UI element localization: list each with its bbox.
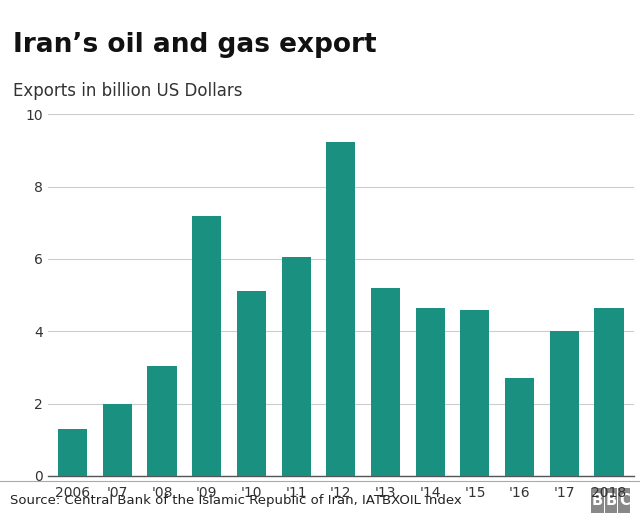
Bar xyxy=(282,257,310,476)
Text: B: B xyxy=(605,493,616,508)
Bar xyxy=(550,331,579,476)
FancyBboxPatch shape xyxy=(605,488,617,513)
Bar xyxy=(505,378,534,476)
Text: B: B xyxy=(592,493,603,508)
Bar xyxy=(103,404,132,476)
Text: Exports in billion US Dollars: Exports in billion US Dollars xyxy=(13,82,243,100)
Bar xyxy=(415,308,445,476)
Bar xyxy=(58,429,87,476)
Bar xyxy=(147,366,177,476)
Bar xyxy=(192,216,221,476)
Bar xyxy=(460,309,490,476)
Text: C: C xyxy=(619,493,630,508)
Bar xyxy=(237,292,266,476)
Bar xyxy=(326,141,355,476)
Bar xyxy=(371,288,400,476)
Text: Source: Central Bank of the Islamic Republic of Iran, IATBXOIL index: Source: Central Bank of the Islamic Repu… xyxy=(10,494,461,507)
Text: Iran’s oil and gas export: Iran’s oil and gas export xyxy=(13,32,376,58)
FancyBboxPatch shape xyxy=(618,488,630,513)
FancyBboxPatch shape xyxy=(591,488,604,513)
Bar xyxy=(595,308,623,476)
